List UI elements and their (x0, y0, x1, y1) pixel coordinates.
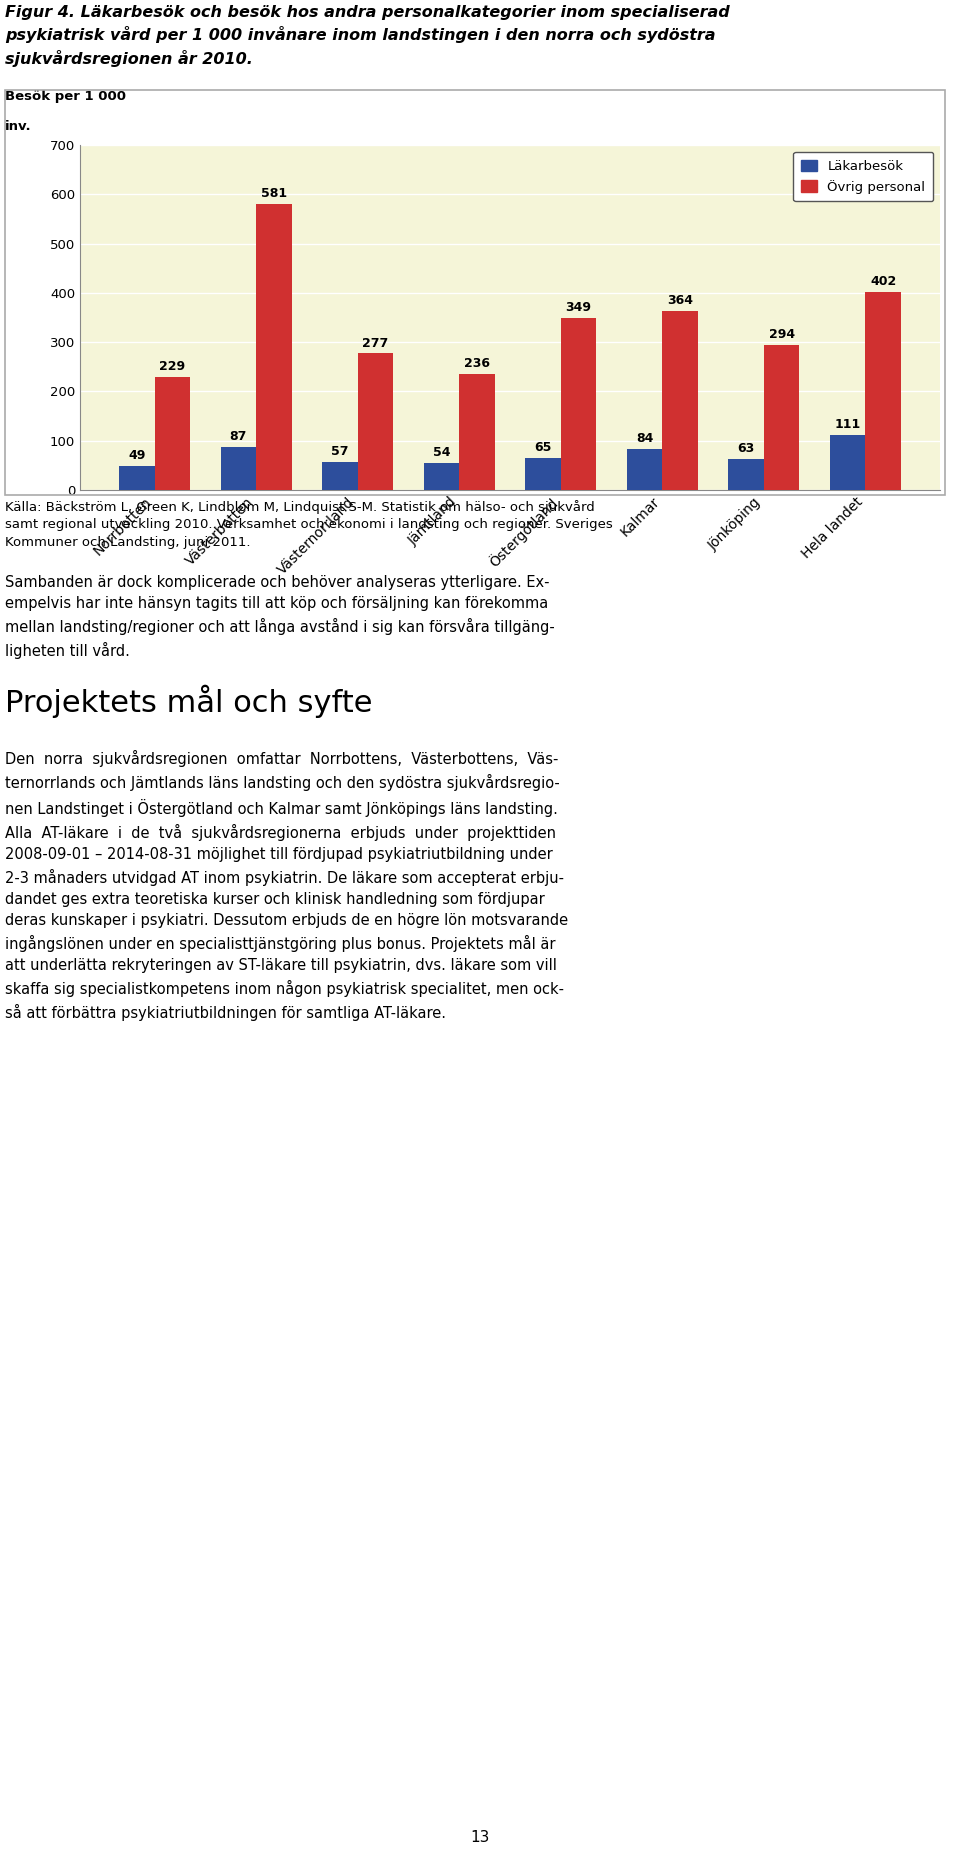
Bar (119, 466, 155, 490)
Text: 49: 49 (129, 449, 146, 462)
Text: 229: 229 (159, 359, 185, 372)
Text: 84: 84 (636, 432, 653, 445)
Text: Projektets mål och syfte: Projektets mål och syfte (5, 685, 372, 719)
Bar (829, 436, 865, 490)
Bar (662, 311, 698, 490)
Bar (561, 318, 596, 490)
Text: 277: 277 (362, 337, 389, 350)
Legend: Läkarbesök, Övrig personal: Läkarbesök, Övrig personal (793, 151, 933, 201)
Text: 581: 581 (261, 186, 287, 199)
Bar (764, 344, 800, 490)
Bar (459, 374, 494, 490)
Text: Besök per 1 000: Besök per 1 000 (5, 89, 126, 102)
Bar (256, 203, 292, 490)
Bar (729, 458, 764, 490)
Text: 349: 349 (565, 302, 591, 315)
Bar (525, 458, 561, 490)
Bar (155, 378, 190, 490)
Text: 63: 63 (737, 441, 755, 454)
Bar (423, 464, 459, 490)
Bar (358, 354, 394, 490)
Text: Figur 4. Läkarbesök och besök hos andra personalkategorier inom specialiserad
ps: Figur 4. Läkarbesök och besök hos andra … (5, 6, 730, 67)
Text: 13: 13 (470, 1830, 490, 1845)
Text: 236: 236 (464, 358, 490, 371)
Text: 65: 65 (535, 441, 552, 454)
Text: 57: 57 (331, 445, 348, 458)
Text: 111: 111 (834, 419, 861, 432)
Text: inv.: inv. (5, 121, 32, 134)
Bar (323, 462, 358, 490)
Text: Källa: Bäckström L, Green K, Lindblom M, Lindquist S-M. Statistik om hälso- och : Källa: Bäckström L, Green K, Lindblom M,… (5, 501, 612, 549)
Text: 364: 364 (667, 294, 693, 307)
Text: Sambanden är dock komplicerade och behöver analyseras ytterligare. Ex-
empelvis : Sambanden är dock komplicerade och behöv… (5, 575, 555, 659)
Bar (221, 447, 256, 490)
Text: 294: 294 (769, 328, 795, 341)
Bar (865, 292, 900, 490)
Text: 402: 402 (870, 276, 897, 289)
Bar (627, 449, 662, 490)
Text: 54: 54 (433, 447, 450, 460)
Text: Den  norra  sjukvårdsregionen  omfattar  Norrbottens,  Västerbottens,  Väs-
tern: Den norra sjukvårdsregionen omfattar Nor… (5, 750, 568, 1020)
Text: 87: 87 (229, 430, 247, 443)
